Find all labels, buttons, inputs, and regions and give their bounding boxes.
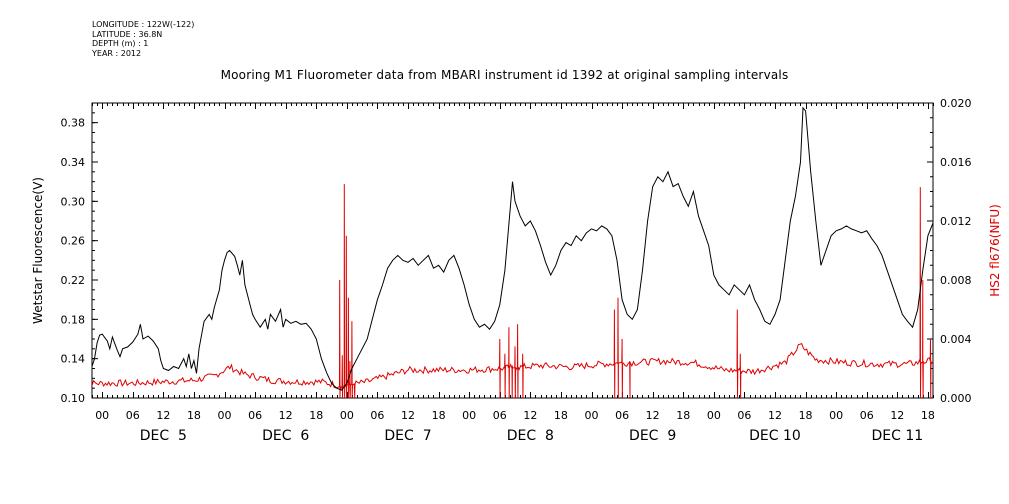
- y-left-tick-label: 0.22: [61, 274, 86, 287]
- y-right-tick-label: 0.008: [940, 274, 972, 287]
- y-left-axis-title: Wetstar Fluorescence(V): [31, 177, 45, 324]
- x-hour-label: 18: [309, 409, 323, 422]
- x-hour-label: 00: [340, 409, 354, 422]
- series-group: [92, 106, 933, 398]
- y-left-tick-label: 0.30: [61, 195, 86, 208]
- x-day-label: DEC 7: [384, 428, 431, 444]
- x-hour-label: 12: [523, 409, 537, 422]
- x-hour-label: 06: [737, 409, 751, 422]
- x-hour-label: 00: [707, 409, 721, 422]
- series-line-hs2: [92, 184, 933, 398]
- x-hour-label: 00: [829, 409, 843, 422]
- y-left-tick-label: 0.26: [61, 235, 86, 248]
- x-hour-label: 06: [860, 409, 874, 422]
- hour-minor-ticks: [92, 103, 934, 398]
- y-right-tick-label: 0.004: [940, 333, 972, 346]
- x-hour-label: 18: [921, 409, 935, 422]
- x-day-label: DEC 9: [629, 428, 676, 444]
- x-hour-label: 12: [156, 409, 170, 422]
- x-hour-label: 06: [248, 409, 262, 422]
- plot-frame: [91, 102, 934, 399]
- depth-label: DEPTH (m) : 1: [92, 39, 149, 48]
- metadata-block: LONGITUDE : 122W(-122) LATITUDE : 36.8N …: [92, 20, 194, 58]
- x-hour-label: 06: [615, 409, 629, 422]
- x-hour-label: 00: [462, 409, 476, 422]
- latitude-label: LATITUDE : 36.8N: [92, 29, 163, 39]
- y-right-axis-title: HS2 fl676(NFU): [988, 204, 1002, 297]
- x-hour-label: 06: [126, 409, 140, 422]
- x-hour-label: 18: [554, 409, 568, 422]
- x-day-label: DEC 8: [507, 428, 554, 444]
- x-hour-label: 18: [676, 409, 690, 422]
- y-right-tick-label: 0.020: [940, 97, 972, 110]
- x-day-label: DEC 10: [749, 428, 801, 444]
- y-left-tick-label: 0.34: [61, 156, 86, 169]
- x-hour-label: 12: [768, 409, 782, 422]
- y-right-tick-label: 0.000: [940, 392, 972, 405]
- x-hour-label: 18: [799, 409, 813, 422]
- x-day-label: DEC 11: [871, 428, 923, 444]
- x-day-label: DEC 6: [262, 428, 309, 444]
- year-label: YEAR : 2012: [92, 48, 142, 58]
- series-line-wetstar: [92, 106, 933, 391]
- x-day-label: DEC 5: [140, 428, 187, 444]
- chart-title: Mooring M1 Fluorometer data from MBARI i…: [220, 68, 789, 82]
- y-left-tick-label: 0.38: [61, 117, 86, 130]
- y-right-tick-label: 0.012: [940, 215, 972, 228]
- x-hour-label: 00: [218, 409, 232, 422]
- x-hour-label: 06: [493, 409, 507, 422]
- x-hour-label: 12: [890, 409, 904, 422]
- y-left-tick-label: 0.14: [61, 353, 86, 366]
- x-hour-label: 12: [401, 409, 415, 422]
- x-hour-label: 00: [585, 409, 599, 422]
- longitude-label: LONGITUDE : 122W(-122): [92, 20, 195, 29]
- x-hour-label: 00: [95, 409, 109, 422]
- y-left-tick-label: 0.10: [61, 392, 86, 405]
- x-hour-label: 06: [370, 409, 384, 422]
- x-hour-label: 18: [432, 409, 446, 422]
- x-hour-label: 12: [279, 409, 293, 422]
- y-right-tick-label: 0.016: [940, 156, 972, 169]
- x-hour-label: 18: [187, 409, 201, 422]
- x-hour-label: 12: [646, 409, 660, 422]
- y-left-tick-label: 0.18: [61, 313, 86, 326]
